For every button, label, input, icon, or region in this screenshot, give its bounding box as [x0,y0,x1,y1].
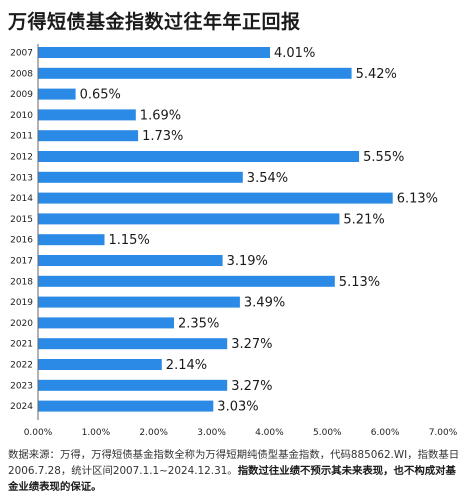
category-label-2012: 2012 [10,153,33,163]
category-label-2016: 2016 [10,236,33,246]
value-labels: 4.01% 5.42% 0.65% 1.69% 1.73% 5.55% 3.54% 6.13%… [80,46,438,415]
category-label-2021: 2021 [10,340,33,350]
bars-layer [38,47,393,412]
value-label-2007: 4.01% [274,46,315,61]
x-tick-label: 3.00% [197,428,226,438]
bar-2010 [38,109,136,121]
category-label-2020: 2020 [10,319,33,329]
x-tick-label: 5.00% [313,428,342,438]
bar-2008 [38,67,352,79]
bar-2009 [38,88,76,100]
category-label-2007: 2007 [10,49,33,59]
value-label-2012: 5.55% [363,150,404,165]
category-label-2023: 2023 [10,381,33,391]
x-tick-label: 4.00% [255,428,284,438]
bar-2011 [38,130,139,142]
value-label-2018: 5.13% [339,275,380,290]
bar-2014 [38,192,393,204]
value-label-2022: 2.14% [166,358,207,373]
chart-title: 万得短债基金指数过往年年正回报 [8,11,301,33]
category-labels: 2007 2008 2009 2010 2011 2012 2013 2014 2015 2016… [10,49,33,413]
category-label-2008: 2008 [10,69,33,79]
category-label-2010: 2010 [10,111,33,121]
value-label-2021: 3.27% [231,337,272,352]
x-tick-label: 0.00% [24,428,53,438]
value-label-2016: 1.15% [109,233,150,248]
value-label-2024: 3.03% [217,400,258,415]
category-label-2011: 2011 [10,132,33,142]
bar-2017 [38,255,223,266]
value-label-2020: 2.35% [178,316,219,331]
x-tick-label: 1.00% [82,428,111,438]
bar-2012 [38,151,360,162]
bar-2020 [38,317,174,329]
bar-2013 [38,171,243,183]
x-tick-labels: 0.00% 1.00% 2.00% 3.00% 4.00% 5.00% 6.00% 7.00% [24,428,458,438]
bar-2021 [38,338,228,350]
value-label-2015: 5.21% [343,212,384,227]
value-label-2017: 3.19% [227,254,268,269]
value-label-2014: 6.13% [397,192,438,207]
bar-2007 [38,47,270,58]
category-label-2015: 2015 [10,215,33,225]
value-label-2010: 1.69% [140,108,181,123]
bar-2018 [38,275,335,287]
value-label-2008: 5.42% [356,67,397,82]
category-label-2009: 2009 [10,90,33,100]
bar-2024 [38,400,214,412]
bar-chart: 2007 2008 2009 2010 2011 2012 2013 2014 2015 2016… [10,44,458,438]
value-label-2019: 3.49% [244,296,285,311]
bar-2022 [38,359,162,370]
x-tick-label: 6.00% [371,428,400,438]
value-label-2011: 1.73% [142,129,183,144]
value-label-2023: 3.27% [231,379,272,394]
footer-source-text: 数据来源：万得，万得短债基金指数全称为万得短期纯债型基金指数，代码885062.… [8,449,460,477]
bar-2016 [38,234,105,246]
category-label-2022: 2022 [10,361,33,371]
bar-2019 [38,296,240,308]
category-label-2019: 2019 [10,298,33,308]
category-label-2024: 2024 [10,402,33,412]
footer-disclaimer-text: 指数过往业绩不预示其未来表现，也不构成对基金业绩表现的保证。 [8,465,456,493]
category-label-2017: 2017 [10,257,33,267]
footer-note: 数据来源：万得，万得短债基金指数全称为万得短期纯债型基金指数，代码885062.… [8,447,464,495]
x-tick-label: 2.00% [139,428,168,438]
category-label-2018: 2018 [10,277,33,287]
category-label-2014: 2014 [10,194,33,204]
value-label-2009: 0.65% [80,88,121,103]
x-tick-label: 7.00% [429,428,458,438]
value-label-2013: 3.54% [247,171,288,186]
bar-2023 [38,379,228,391]
category-label-2013: 2013 [10,173,33,183]
bar-2015 [38,213,340,225]
